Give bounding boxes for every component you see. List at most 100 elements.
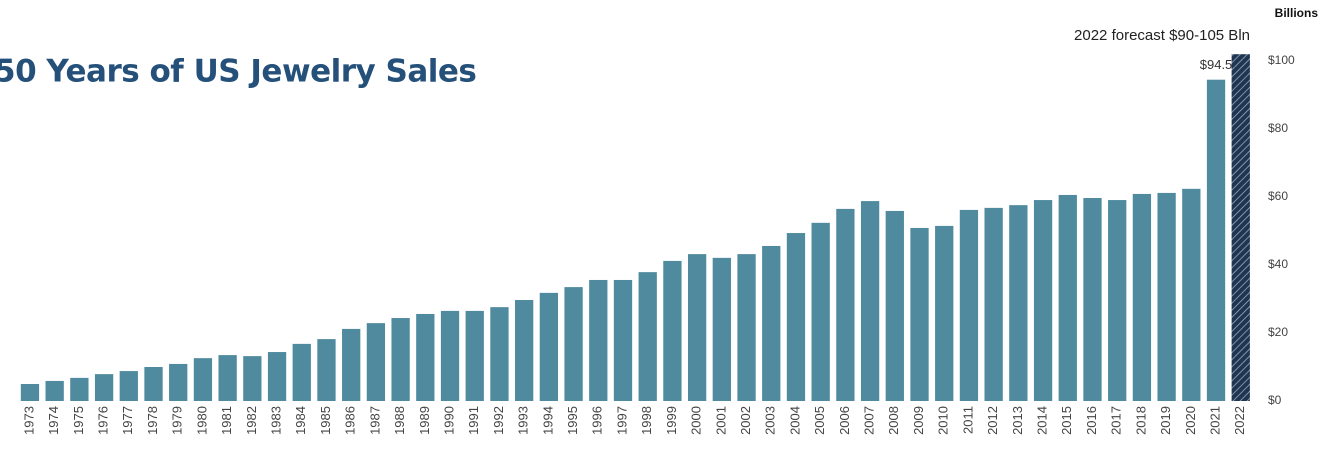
x-tick-label: 1999 [664, 406, 679, 435]
x-tick-label: 2020 [1183, 406, 1198, 435]
bar [1058, 194, 1077, 401]
x-tick-label: 2019 [1158, 406, 1173, 435]
x-tick-label: 1985 [318, 406, 333, 435]
bar [1083, 198, 1102, 401]
bar [416, 313, 435, 401]
x-tick-label: 2005 [812, 406, 827, 435]
bar [94, 374, 114, 401]
x-tick-label: 2002 [738, 406, 753, 435]
x-tick-label: 2007 [862, 406, 877, 435]
bar [1206, 79, 1226, 401]
x-tick-label: 1988 [392, 406, 407, 435]
x-tick-label: 1973 [21, 406, 36, 435]
x-tick-label: 1984 [293, 406, 308, 435]
x-tick-label: 1992 [491, 406, 506, 435]
x-tick-label: 1986 [343, 406, 358, 435]
bar [1009, 205, 1028, 401]
bar [638, 272, 657, 401]
x-tick-label: 2003 [763, 406, 778, 435]
bar [811, 222, 830, 401]
x-tick-label: 1983 [268, 406, 283, 435]
bar [762, 245, 781, 401]
x-tick-label: 2014 [1035, 406, 1050, 435]
bar [1182, 188, 1201, 401]
x-tick-label: 1975 [71, 406, 86, 435]
y-tick-label: $40 [1268, 257, 1288, 271]
x-tick-label: 1979 [170, 406, 185, 435]
x-tick-label: 1995 [565, 406, 580, 435]
x-tick-label: 2012 [985, 406, 1000, 435]
bar [1157, 192, 1176, 401]
x-tick-label: 2022 [1232, 406, 1247, 435]
x-tick-label: 1977 [120, 406, 135, 435]
x-tick-label: 1997 [614, 406, 629, 435]
bar [860, 201, 880, 401]
bar [984, 207, 1003, 401]
x-tick-label: 2015 [1059, 406, 1074, 435]
bar [613, 279, 633, 401]
bar [169, 363, 188, 401]
bar [663, 260, 682, 401]
y-tick-label: $60 [1268, 189, 1288, 203]
bar [342, 328, 361, 401]
y-tick-label: $20 [1268, 325, 1288, 339]
bar [267, 352, 287, 401]
bar [490, 307, 509, 401]
bar [391, 318, 410, 401]
bar [440, 310, 460, 401]
bar [737, 254, 756, 401]
x-tick-label: 1976 [96, 406, 111, 435]
x-tick-label: 2013 [1010, 406, 1025, 435]
bar [292, 343, 311, 401]
bar [20, 384, 40, 401]
x-tick-label: 1991 [466, 406, 481, 435]
x-tick-label: 2009 [911, 406, 926, 435]
x-tick-label: 2021 [1207, 406, 1222, 435]
bar [144, 367, 163, 401]
bar [910, 227, 929, 401]
x-tick-label: 1994 [540, 406, 555, 435]
y-tick-label: $100 [1268, 53, 1295, 67]
bar [465, 310, 484, 401]
y-axis-label: Billions [1275, 6, 1319, 20]
chart-title: 50 Years of US Jewelry Sales [0, 54, 476, 90]
bar [218, 355, 237, 401]
x-tick-label: 1987 [367, 406, 382, 435]
x-tick-label: 2017 [1109, 406, 1124, 435]
x-tick-label: 1980 [194, 406, 209, 435]
bar [317, 339, 336, 401]
x-tick-label: 2010 [936, 406, 951, 435]
x-tick-label: 1990 [441, 406, 456, 435]
bar [687, 254, 707, 401]
x-tick-label: 2008 [886, 406, 901, 435]
bar [589, 279, 608, 401]
bar [1132, 193, 1152, 401]
bar [366, 323, 386, 401]
x-tick-label: 1998 [639, 406, 654, 435]
bar [1108, 200, 1127, 401]
bar [539, 292, 559, 401]
bar [959, 209, 979, 401]
x-tick-label: 2016 [1084, 406, 1099, 435]
x-tick-label: 1993 [516, 406, 531, 435]
bar [119, 371, 138, 401]
bar [45, 380, 64, 401]
bar [243, 356, 262, 401]
annotation: 2022 forecast $90-105 Bln [1074, 27, 1250, 44]
x-tick-label: 1982 [244, 406, 259, 435]
x-tick-label: 1989 [417, 406, 432, 435]
bar [70, 377, 89, 401]
x-tick-label: 1981 [219, 406, 234, 435]
y-tick-label: $80 [1268, 121, 1288, 135]
bar [836, 208, 855, 401]
bar [1033, 200, 1053, 401]
bar [935, 225, 954, 401]
x-tick-label: 1974 [46, 406, 61, 435]
x-tick-label: 2006 [837, 406, 852, 435]
bar [1231, 54, 1250, 401]
x-tick-label: 1978 [145, 406, 160, 435]
x-tick-label: 2000 [689, 406, 704, 435]
data-label: $94.5 [1200, 57, 1233, 72]
bar [786, 233, 806, 401]
